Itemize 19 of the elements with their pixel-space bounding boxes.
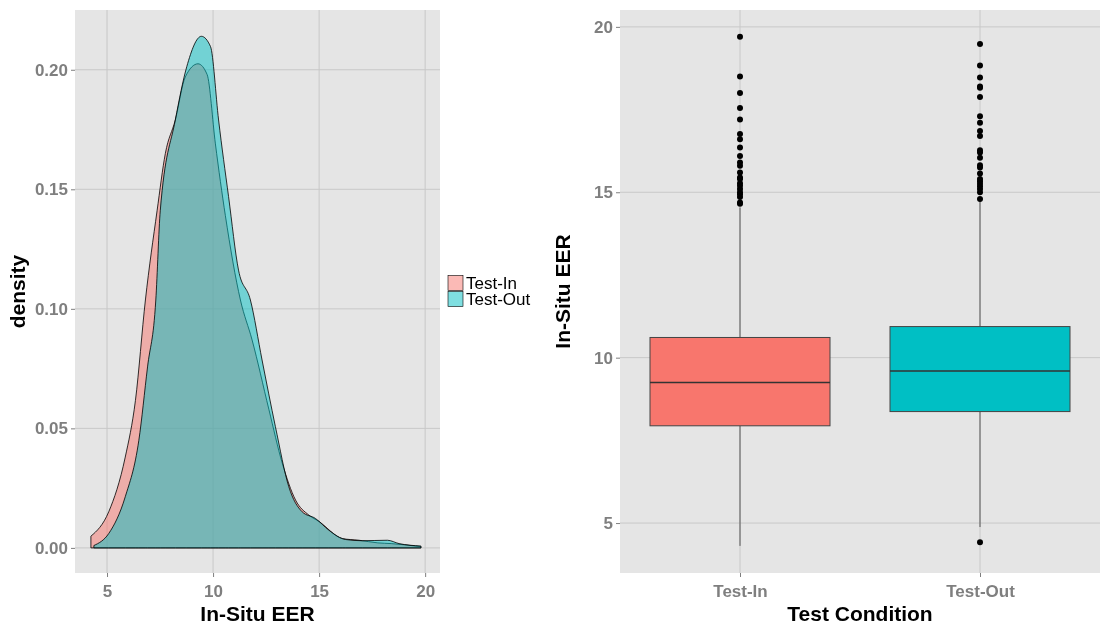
y-tick-label: 20	[594, 17, 613, 37]
y-tick-label: 0.00	[34, 538, 68, 558]
y-tick-label: 0.20	[34, 60, 68, 80]
x-tick-label: 15	[310, 582, 330, 601]
y-tick-label: 10	[594, 348, 613, 368]
y-axis-title: density	[6, 254, 29, 329]
y-axis-title: In-Situ EER	[551, 234, 574, 349]
y-tick-label: 0.15	[34, 180, 68, 200]
y-tick-label: 0.10	[34, 299, 68, 319]
x-tick-label: 10	[204, 582, 224, 601]
y-tick-label: 15	[594, 183, 613, 203]
y-tick-label: 0.05	[34, 419, 68, 439]
x-tick-label: Test-Out	[946, 582, 1016, 601]
x-tick-label: 20	[416, 582, 436, 601]
x-axis-title: Test Condition	[787, 602, 933, 625]
x-tick-label: Test-In	[713, 582, 768, 601]
y-tick-label: 5	[603, 513, 613, 533]
x-tick-label: 5	[102, 582, 113, 601]
x-axis-title: In-Situ EER	[200, 602, 315, 625]
